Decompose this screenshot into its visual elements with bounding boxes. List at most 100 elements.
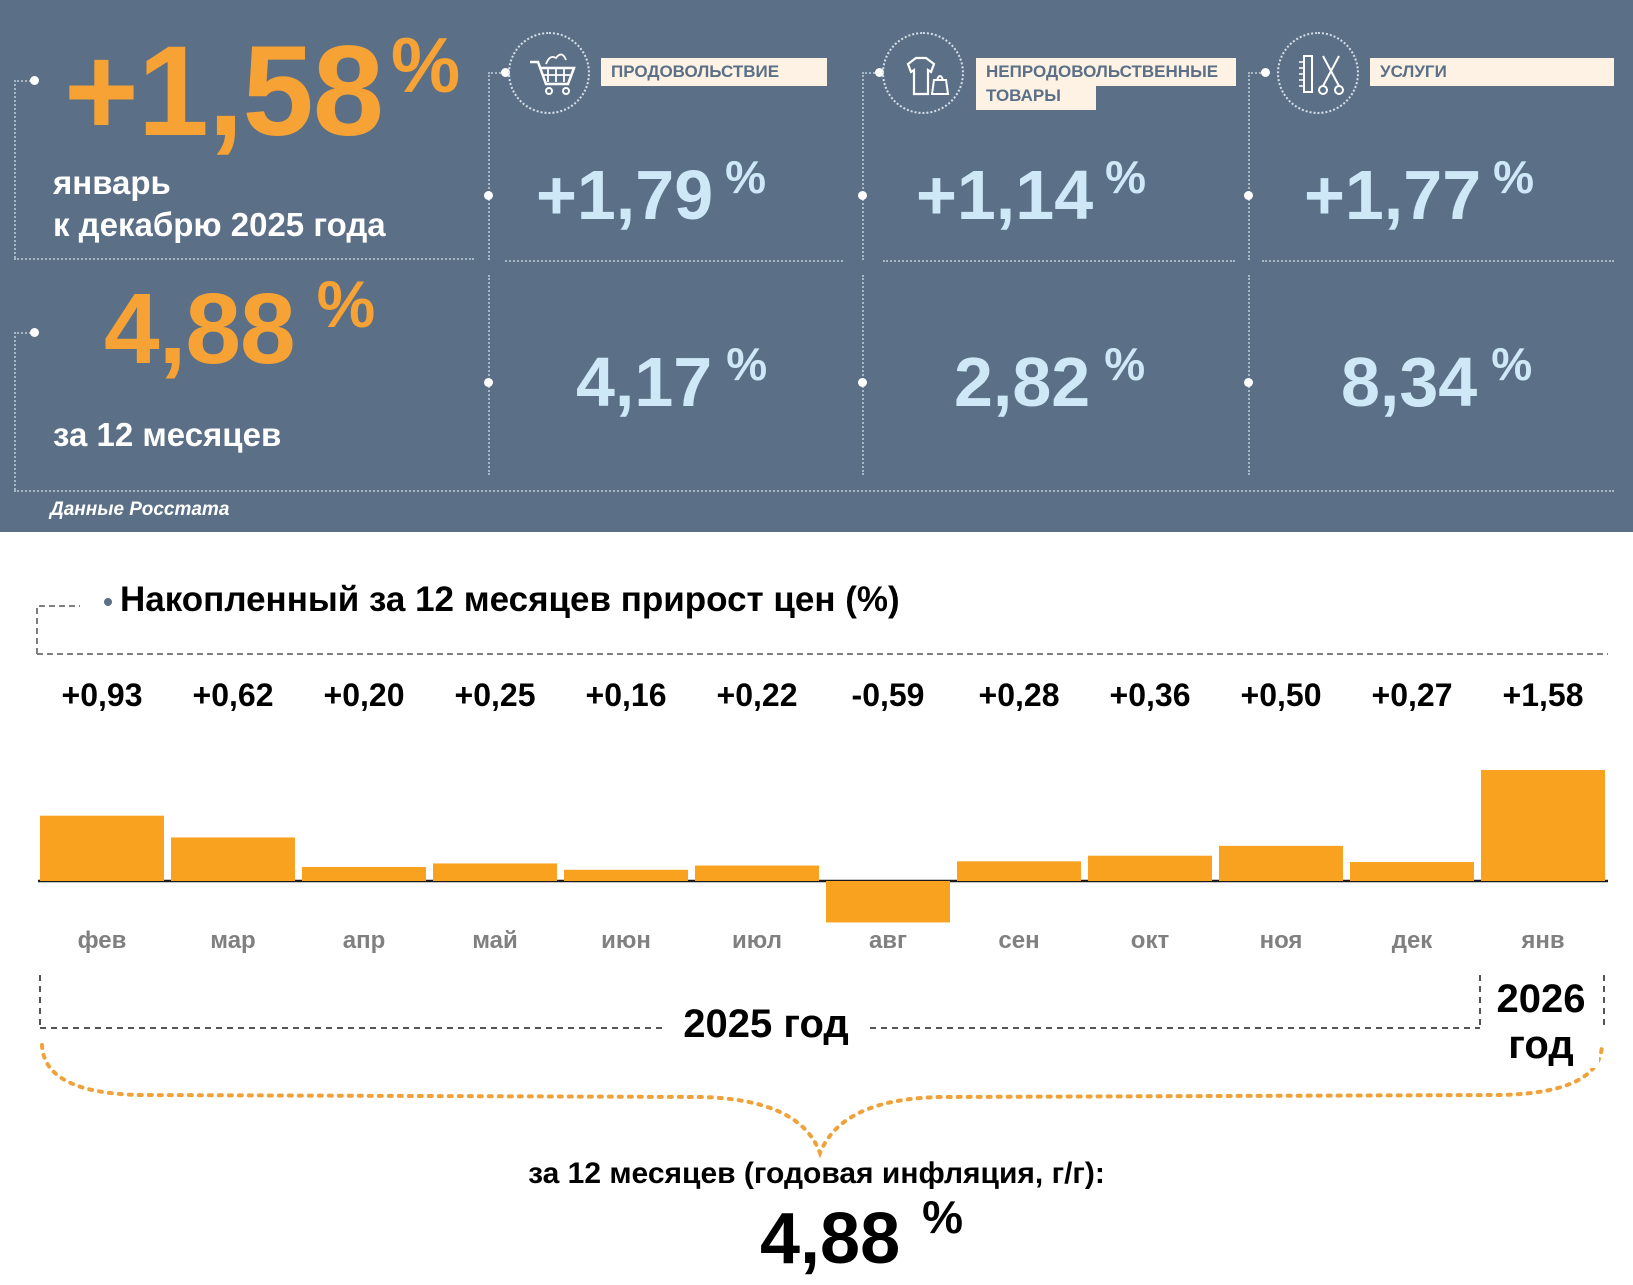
month-labels-group: фев мар апр май июн июл авг сен окт ноя дек янв [78, 927, 1565, 954]
percent-sign: % [390, 21, 460, 109]
bar-chart: +0,93 +0,62 +0,20 +0,25 +0,16 +0,22 -0,59 +0,28… [36, 605, 1608, 1159]
services-monthly-value: +1,77% [1304, 151, 1534, 235]
month-label-апр: апр [343, 927, 386, 954]
chart-title: Накопленный за 12 месяцев прирост цен (%… [104, 580, 900, 620]
marker-dot [501, 68, 510, 77]
value-label-авг: -0,59 [852, 677, 925, 713]
marker-dot [1244, 378, 1253, 387]
frame-line [862, 72, 864, 260]
frame-line [1248, 275, 1250, 475]
frame-line [488, 72, 490, 260]
annual-brace [40, 1043, 1604, 1159]
month-label-сен: сен [998, 927, 1039, 954]
bullet-dot [104, 597, 112, 606]
bar-апр [302, 866, 426, 881]
nonfood-monthly-value: +1,14% [916, 151, 1146, 235]
value-label-фев: +0,93 [62, 677, 143, 713]
frame-line [505, 260, 843, 262]
bar-июл [695, 865, 819, 881]
marker-dot [875, 68, 884, 77]
value-labels-group: +0,93 +0,62 +0,20 +0,25 +0,16 +0,22 -0,59 +0,28… [62, 677, 1584, 713]
value-text: 8,34 [1341, 343, 1478, 421]
value-text: +1,77 [1304, 156, 1482, 234]
food-annual-value: 4,17% [576, 338, 767, 422]
marker-dot [484, 191, 493, 200]
month-label-июл: июл [732, 927, 782, 954]
frame-line [883, 260, 1235, 262]
value-label-июн: +0,16 [586, 677, 667, 713]
value-label-июл: +0,22 [717, 677, 798, 713]
value-label-янв: +1,58 [1503, 677, 1584, 713]
bar-ноя [1219, 845, 1343, 881]
frame-line [14, 490, 1614, 492]
value-label-апр: +0,20 [324, 677, 405, 713]
frame-line [14, 80, 16, 258]
month-label-авг: авг [869, 927, 907, 954]
year-2025-label: 2025 год [666, 1001, 866, 1047]
clothes-bag-icon [882, 32, 964, 114]
month-label-мар: мар [210, 927, 255, 954]
percent-sign: % [1491, 338, 1533, 390]
annual-value-text: 4,88 [104, 273, 296, 385]
summary-panel: +1,58 % январь к декабрю 2025 года 4,88 … [0, 0, 1633, 532]
nonfood-annual-value: 2,82% [954, 338, 1145, 422]
bar-авг [826, 881, 950, 923]
bar-сен [957, 861, 1081, 881]
shopping-cart-icon [508, 32, 590, 114]
marker-dot [1261, 68, 1270, 77]
chart-decor [36, 605, 1608, 1159]
food-monthly-value: +1,79% [536, 151, 766, 235]
services-annual-value: 8,34% [1341, 338, 1532, 422]
value-text: 4,88 [760, 1199, 901, 1279]
annual-inflation-value: 4,88% [760, 1191, 963, 1280]
annual-cpi-value: 4,88 % [104, 267, 375, 387]
frame-line [488, 275, 490, 475]
chart-title-text: Накопленный за 12 месяцев прирост цен (%… [120, 580, 900, 619]
marker-dot [484, 378, 493, 387]
category-food-label: ПРОДОВОЛЬСТВИЕ [601, 58, 827, 86]
frame-line [14, 80, 34, 82]
frame-line [862, 275, 864, 475]
bar-янв [1481, 770, 1605, 881]
value-label-дек: +0,27 [1372, 677, 1453, 713]
percent-sign: % [725, 151, 767, 203]
frame-line [1248, 72, 1250, 260]
bar-дек [1350, 862, 1474, 881]
comb-scissors-icon [1277, 32, 1359, 114]
month-label-май: май [472, 927, 518, 954]
frame-line [14, 332, 16, 490]
month-label-фев: фев [78, 927, 127, 954]
frame-line [488, 72, 504, 74]
year-2026-label: 2026 год [1483, 976, 1599, 1068]
bar-мар [171, 837, 295, 881]
value-label-май: +0,25 [455, 677, 536, 713]
monthly-label-line1: январь [53, 164, 171, 201]
frame-line [1248, 72, 1264, 74]
frame-line [14, 258, 474, 260]
frame-line [1262, 260, 1614, 262]
monthly-value-text: +1,58 [64, 20, 384, 163]
bar-окт [1088, 855, 1212, 881]
percent-sign: % [316, 267, 376, 341]
percent-sign: % [922, 1191, 964, 1243]
value-text: +1,79 [536, 156, 714, 234]
value-label-окт: +0,36 [1110, 677, 1191, 713]
monthly-label-line2: к декабрю 2025 года [53, 206, 386, 243]
percent-sign: % [1493, 151, 1535, 203]
month-label-ноя: ноя [1260, 927, 1303, 954]
bars-group [40, 770, 1605, 923]
value-text: +1,14 [916, 156, 1094, 234]
category-nonfood-label-line2: ТОВАРЫ [976, 82, 1096, 110]
frame-line [862, 72, 878, 74]
percent-sign: % [1105, 151, 1147, 203]
frame-line [14, 332, 34, 334]
percent-sign: % [1104, 338, 1146, 390]
source-note: Данные Росстата [50, 499, 230, 520]
monthly-label: январь к декабрю 2025 года [53, 162, 386, 246]
marker-dot [30, 76, 39, 85]
year-2026-line1: 2026 [1496, 977, 1586, 1021]
value-text: 2,82 [954, 343, 1091, 421]
value-label-мар: +0,62 [193, 677, 274, 713]
year-2026-line2: год [1508, 1023, 1574, 1067]
bar-фев [40, 815, 164, 881]
